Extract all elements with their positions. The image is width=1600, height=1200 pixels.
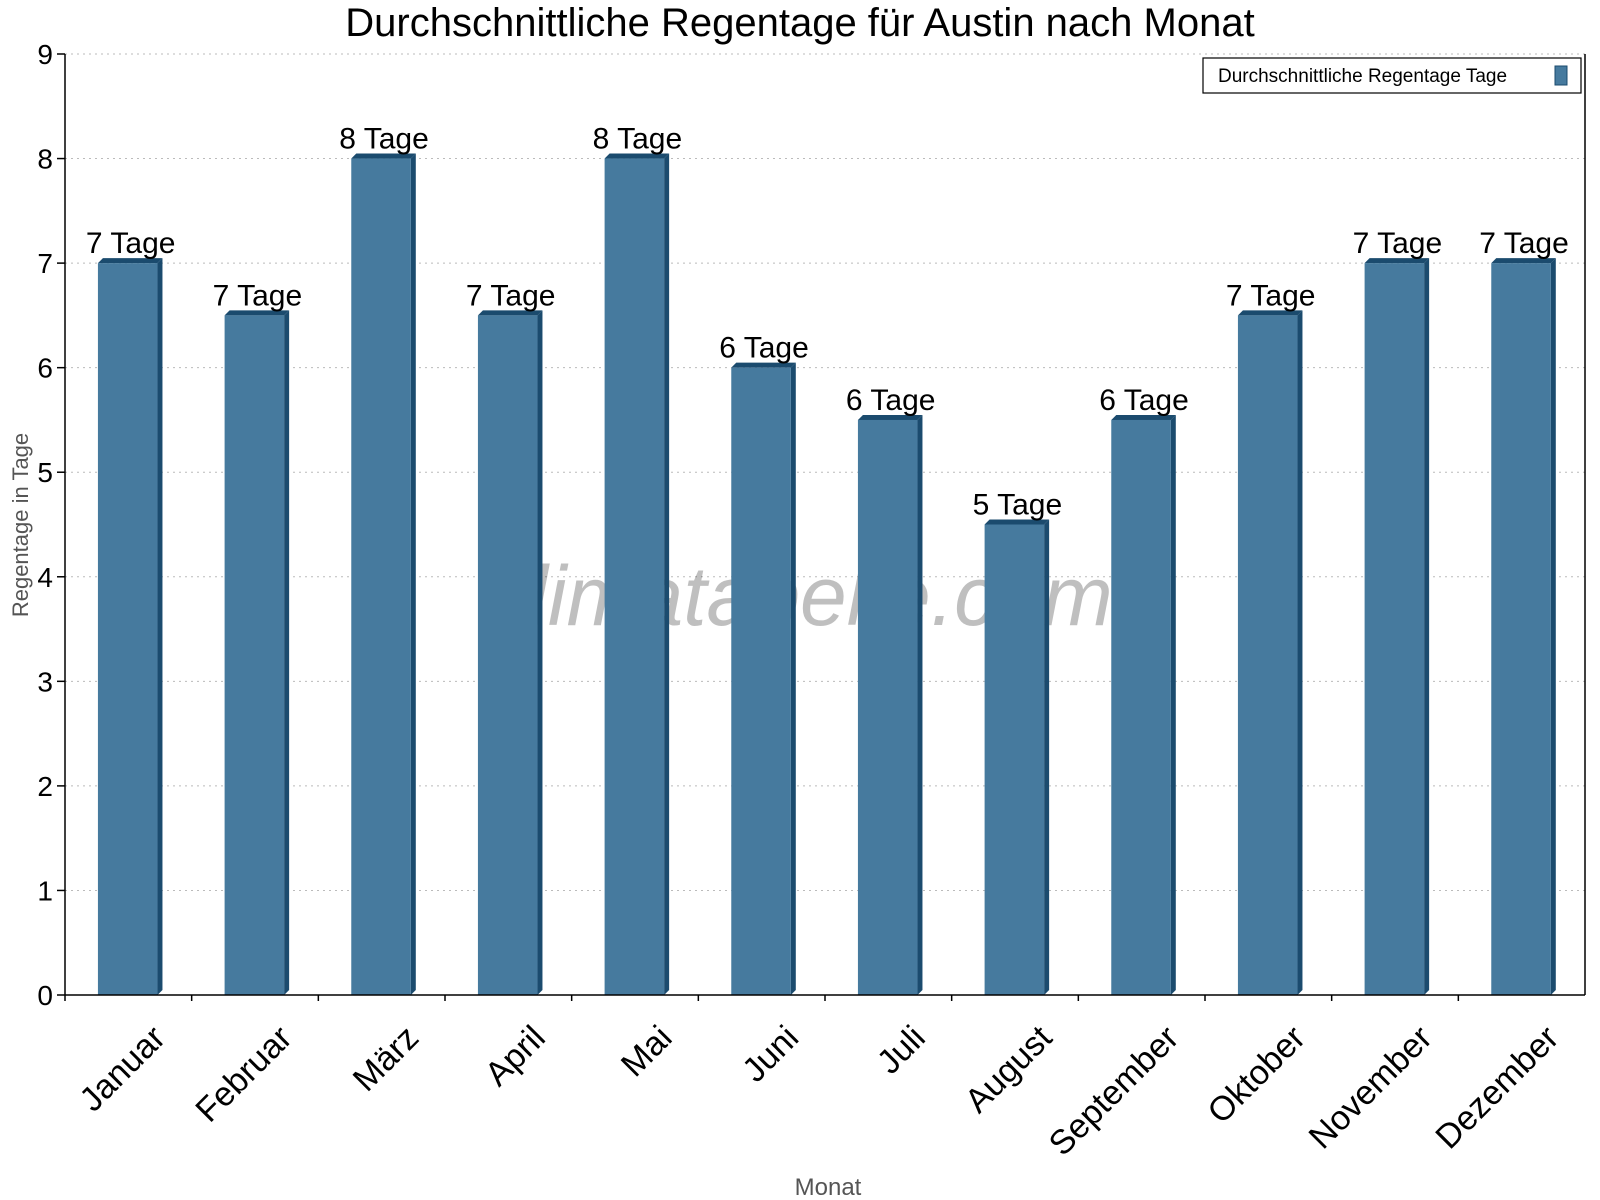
- bar-side: [1424, 258, 1430, 996]
- x-tick-label: Februar: [188, 1019, 299, 1130]
- bar: [1491, 263, 1551, 996]
- bar: [97, 263, 158, 996]
- data-label: 7 Tage: [1479, 227, 1569, 260]
- data-label: 7 Tage: [86, 227, 176, 260]
- data-label: 5 Tage: [973, 489, 1063, 522]
- y-tick-label: 1: [37, 875, 53, 906]
- bar-side: [790, 362, 796, 996]
- bar: [1364, 263, 1425, 996]
- legend-label: Durchschnittliche Regentage Tage: [1218, 66, 1507, 87]
- bar-top: [1237, 310, 1303, 316]
- bar: [604, 158, 665, 996]
- bar-side: [917, 414, 923, 995]
- bar-side: [284, 310, 290, 995]
- bar-side: [537, 310, 543, 995]
- bar-side: [157, 258, 163, 996]
- y-tick-label: 5: [37, 457, 53, 488]
- x-tick-label: November: [1302, 1019, 1440, 1157]
- bar-top: [731, 362, 796, 368]
- bar-top: [477, 310, 543, 316]
- bar-side: [1044, 519, 1050, 995]
- y-tick-label: 8: [37, 144, 53, 175]
- bar: [1237, 315, 1298, 995]
- x-tick-label: Oktober: [1200, 1019, 1312, 1131]
- x-tick-label: August: [958, 1018, 1060, 1120]
- data-label: 7 Tage: [466, 279, 556, 312]
- y-tick-label: 3: [37, 666, 53, 697]
- data-label: 7 Tage: [1226, 279, 1316, 312]
- chart-title: Durchschnittliche Regentage für Austin n…: [345, 1, 1254, 45]
- bar-top: [351, 153, 416, 159]
- x-tick-label: April: [478, 1019, 553, 1094]
- gridlines: [65, 53, 1585, 891]
- bar-top: [97, 258, 163, 264]
- bar: [224, 315, 285, 995]
- bar: [857, 419, 918, 995]
- y-tick-label: 0: [37, 980, 53, 1011]
- bar-side: [1297, 310, 1303, 995]
- data-label: 6 Tage: [719, 332, 809, 365]
- bar-side: [410, 153, 416, 996]
- bar-top: [1491, 258, 1556, 264]
- y-axis-label: Regentage in Tage: [8, 433, 33, 617]
- bar-top: [857, 414, 923, 420]
- bar-side: [1170, 414, 1176, 995]
- bar-side: [664, 153, 670, 996]
- data-label: 7 Tage: [213, 279, 303, 312]
- bar-top: [604, 153, 670, 159]
- bar-top: [984, 519, 1050, 525]
- x-tick-label: Juni: [735, 1019, 806, 1090]
- y-tick-label: 7: [37, 248, 53, 279]
- legend: Durchschnittliche Regentage Tage: [1202, 57, 1582, 94]
- bar: [477, 315, 538, 995]
- data-label: 7 Tage: [1353, 227, 1443, 260]
- x-tick-label: März: [346, 1019, 426, 1099]
- x-tick-label: Juli: [870, 1019, 933, 1082]
- data-label: 6 Tage: [846, 384, 936, 417]
- x-tick-label: Mai: [614, 1019, 680, 1085]
- x-tick-label: September: [1042, 1019, 1186, 1163]
- bar-top: [1111, 414, 1176, 420]
- bar: [984, 524, 1045, 995]
- bar: [351, 158, 411, 996]
- data-label: 6 Tage: [1099, 384, 1189, 417]
- y-tick-label: 2: [37, 771, 53, 802]
- x-axis-label: Monat: [795, 1174, 862, 1200]
- y-tick-label: 9: [37, 39, 53, 70]
- x-tick-label: Dezember: [1428, 1019, 1566, 1157]
- bar: [1111, 419, 1171, 995]
- legend-swatch: [1554, 65, 1568, 86]
- data-label: 8 Tage: [593, 123, 683, 156]
- legend-box: [1202, 57, 1582, 94]
- bar-side: [1550, 258, 1556, 996]
- bars: 7 Tage 7 Tage 8 Tage 7 Tage 8 Tage 6 Tage 6 Ta…: [86, 123, 1569, 996]
- y-tick-label: 6: [37, 353, 53, 384]
- data-label: 8 Tage: [339, 123, 429, 156]
- bar-top: [1364, 258, 1430, 264]
- y-tick-label: 4: [37, 562, 53, 593]
- x-tick-label: Januar: [72, 1019, 172, 1119]
- bar: [731, 367, 791, 996]
- bar-top: [224, 310, 290, 316]
